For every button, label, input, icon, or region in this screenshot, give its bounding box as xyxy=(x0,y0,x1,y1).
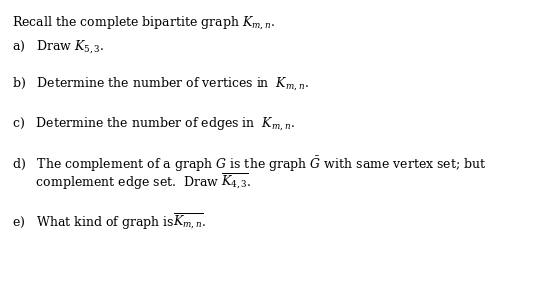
Text: e)   What kind of graph is$\overline{K_{m,n}}$.: e) What kind of graph is$\overline{K_{m,… xyxy=(12,212,206,231)
Text: c)   Determine the number of edges in  $K_{m,n}$.: c) Determine the number of edges in $K_{… xyxy=(12,115,295,132)
Text: b)   Determine the number of vertices in  $K_{m,n}$.: b) Determine the number of vertices in $… xyxy=(12,75,309,92)
Text: d)   The complement of a graph $G$ is the graph $\bar{G}$ with same vertex set; : d) The complement of a graph $G$ is the … xyxy=(12,155,486,174)
Text: Recall the complete bipartite graph $K_{m,n}$.: Recall the complete bipartite graph $K_{… xyxy=(12,14,275,31)
Text: a)   Draw $K_{5,3}$.: a) Draw $K_{5,3}$. xyxy=(12,38,104,55)
Text: complement edge set.  Draw $\overline{K_{4,3}}$.: complement edge set. Draw $\overline{K_{… xyxy=(12,172,252,191)
